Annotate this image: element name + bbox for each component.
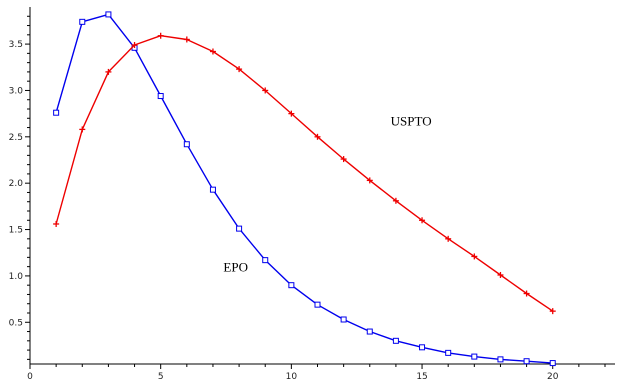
data-point-epo [392, 337, 399, 344]
data-point-epo [183, 141, 190, 148]
axes: 0 5 10 15 20 0.5 1.0 1.5 2.0 2.5 3.0 3.5 [9, 7, 615, 382]
y-tick-label: 3.5 [9, 40, 23, 50]
data-point-uspto [209, 48, 216, 55]
x-tick-label: 15 [416, 372, 427, 382]
data-point-epo [445, 349, 452, 356]
data-point-epo [419, 344, 426, 351]
data-point-epo [236, 225, 243, 232]
data-point-epo [288, 282, 295, 289]
data-point-epo [340, 316, 347, 323]
y-tick-label: 1.5 [9, 226, 23, 236]
x-tick-label: 20 [547, 372, 559, 382]
y-tick-label: 2.0 [9, 179, 24, 189]
data-point-uspto [419, 217, 426, 224]
data-point-uspto [105, 68, 112, 75]
data-point-epo [79, 18, 86, 25]
series-line-uspto [55, 35, 554, 312]
data-point-uspto [445, 235, 452, 242]
data-point-uspto [340, 156, 347, 163]
annotation-epo: EPO [223, 259, 248, 274]
data-point-epo [471, 353, 478, 360]
data-point-uspto [366, 177, 373, 184]
x-tick-label: 0 [27, 372, 33, 382]
data-point-uspto [79, 126, 86, 133]
data-point-uspto [471, 253, 478, 260]
data-point-epo [523, 358, 530, 365]
y-tick-label: 1.0 [9, 272, 24, 282]
data-point-uspto [314, 133, 321, 140]
data-point-epo [497, 356, 504, 363]
series-line-epo [55, 13, 553, 364]
data-point-uspto [392, 197, 399, 204]
data-point-epo [366, 328, 373, 335]
data-point-uspto [131, 42, 138, 49]
data-point-epo [105, 11, 112, 18]
data-point-epo [53, 109, 60, 116]
data-point-uspto [288, 110, 295, 117]
data-point-uspto [53, 220, 60, 227]
data-point-uspto [183, 36, 190, 43]
data-point-uspto [262, 87, 269, 94]
series-layer [53, 11, 556, 367]
y-tick-label: 3.0 [9, 86, 24, 96]
data-point-uspto [236, 66, 243, 73]
data-point-uspto [523, 290, 530, 297]
data-point-epo [262, 257, 269, 264]
data-point-epo [314, 301, 321, 308]
y-tick-label: 0.5 [9, 318, 23, 328]
series-epo [53, 11, 556, 367]
annotations: EPO USPTO [223, 114, 431, 275]
x-tick-label: 10 [286, 372, 298, 382]
x-tick-label: 5 [158, 372, 164, 382]
series-uspto [53, 32, 556, 315]
data-point-epo [549, 360, 556, 367]
annotation-uspto: USPTO [391, 114, 432, 129]
data-point-epo [157, 93, 164, 100]
data-point-uspto [157, 32, 164, 39]
data-point-uspto [549, 308, 556, 315]
data-point-epo [209, 186, 216, 193]
data-point-uspto [497, 271, 504, 278]
y-tick-label: 2.5 [9, 133, 23, 143]
